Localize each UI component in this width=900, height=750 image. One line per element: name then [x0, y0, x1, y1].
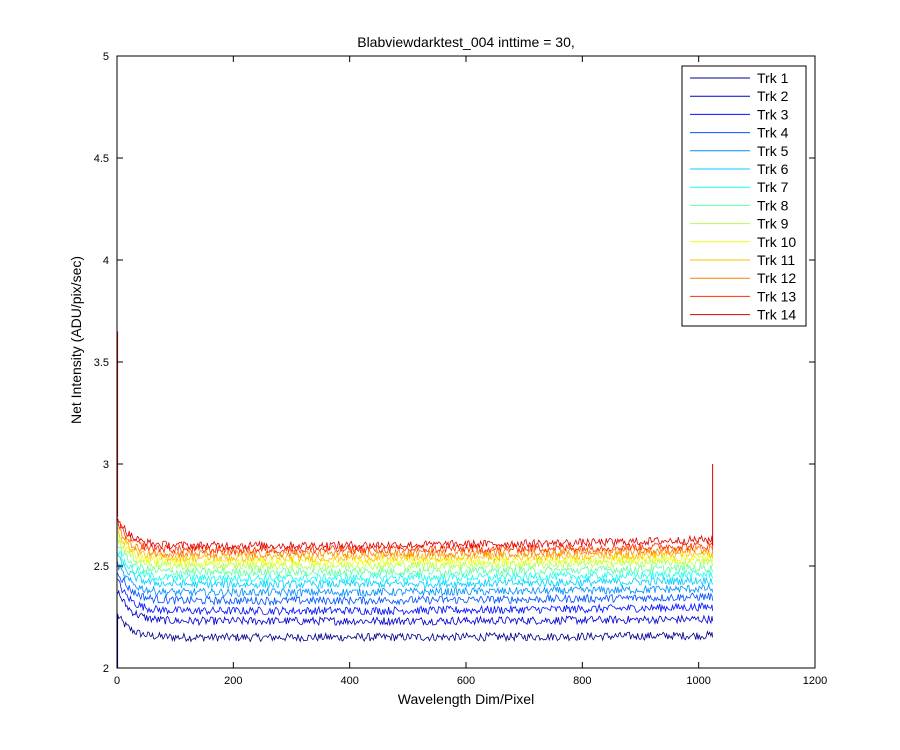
y-tick-label: 2.5 [94, 561, 109, 573]
x-tick-label: 400 [340, 675, 358, 687]
ticks-layer: 0 200 400 600 800 1000 1200 2 2.5 3 3.5 4 4.5 5 [94, 51, 828, 687]
legend-box [681, 65, 807, 327]
x-tick-label: 1200 [803, 675, 827, 687]
x-tick-label: 200 [224, 675, 242, 687]
series-line-9 [117, 538, 713, 572]
legend-label: Trk 7 [757, 179, 789, 195]
chart-title: Blabviewdarktest_004 inttime = 30, [357, 34, 575, 50]
series-line-10 [117, 531, 713, 568]
legend-label: Trk 5 [757, 143, 789, 159]
legend-label: Trk 2 [757, 88, 789, 104]
x-tick-label: 800 [573, 675, 591, 687]
x-tick-label: 1000 [686, 675, 710, 687]
legend-label: Trk 9 [757, 216, 789, 232]
y-axis-label: Net Intensity (ADU/pix/sec) [68, 256, 84, 424]
legend-label: Trk 10 [757, 234, 796, 250]
series-line-13 [117, 518, 713, 556]
legend-label: Trk 8 [757, 197, 789, 213]
series-line-3 [117, 578, 713, 616]
series-line-7 [117, 550, 713, 584]
legend-label: Trk 11 [757, 252, 795, 268]
x-axis-label: Wavelength Dim/Pixel [398, 691, 534, 707]
series-line-2 [117, 589, 713, 627]
series-line-1 [117, 613, 713, 643]
legend-label: Trk 14 [757, 307, 796, 323]
y-tick-label: 2 [103, 663, 109, 675]
y-tick-label: 3 [103, 459, 109, 471]
y-tick-label: 4.5 [94, 153, 109, 165]
x-tick-label: 600 [457, 675, 475, 687]
series-line-12 [117, 524, 713, 559]
y-tick-label: 4 [103, 255, 109, 267]
series-line-6 [117, 554, 713, 590]
series-line-8 [117, 546, 713, 578]
series-line-4 [117, 572, 713, 607]
series-layer [117, 331, 714, 668]
legend-label: Trk 4 [757, 125, 789, 141]
legend: Trk 1 Trk 2 Trk 3 Trk 4 Trk 5 Trk 6 Trk 7 Trk 8… [681, 65, 807, 327]
y-tick-label: 5 [103, 51, 109, 63]
series-line-14 [117, 518, 713, 551]
legend-label: Trk 1 [757, 70, 789, 86]
legend-label: Trk 6 [757, 161, 789, 177]
legend-label: Trk 3 [757, 106, 789, 122]
x-tick-label: 0 [114, 675, 120, 687]
legend-label: Trk 12 [757, 270, 796, 286]
y-tick-label: 3.5 [94, 357, 109, 369]
legend-label: Trk 13 [757, 288, 796, 304]
series-line-5 [117, 561, 713, 598]
